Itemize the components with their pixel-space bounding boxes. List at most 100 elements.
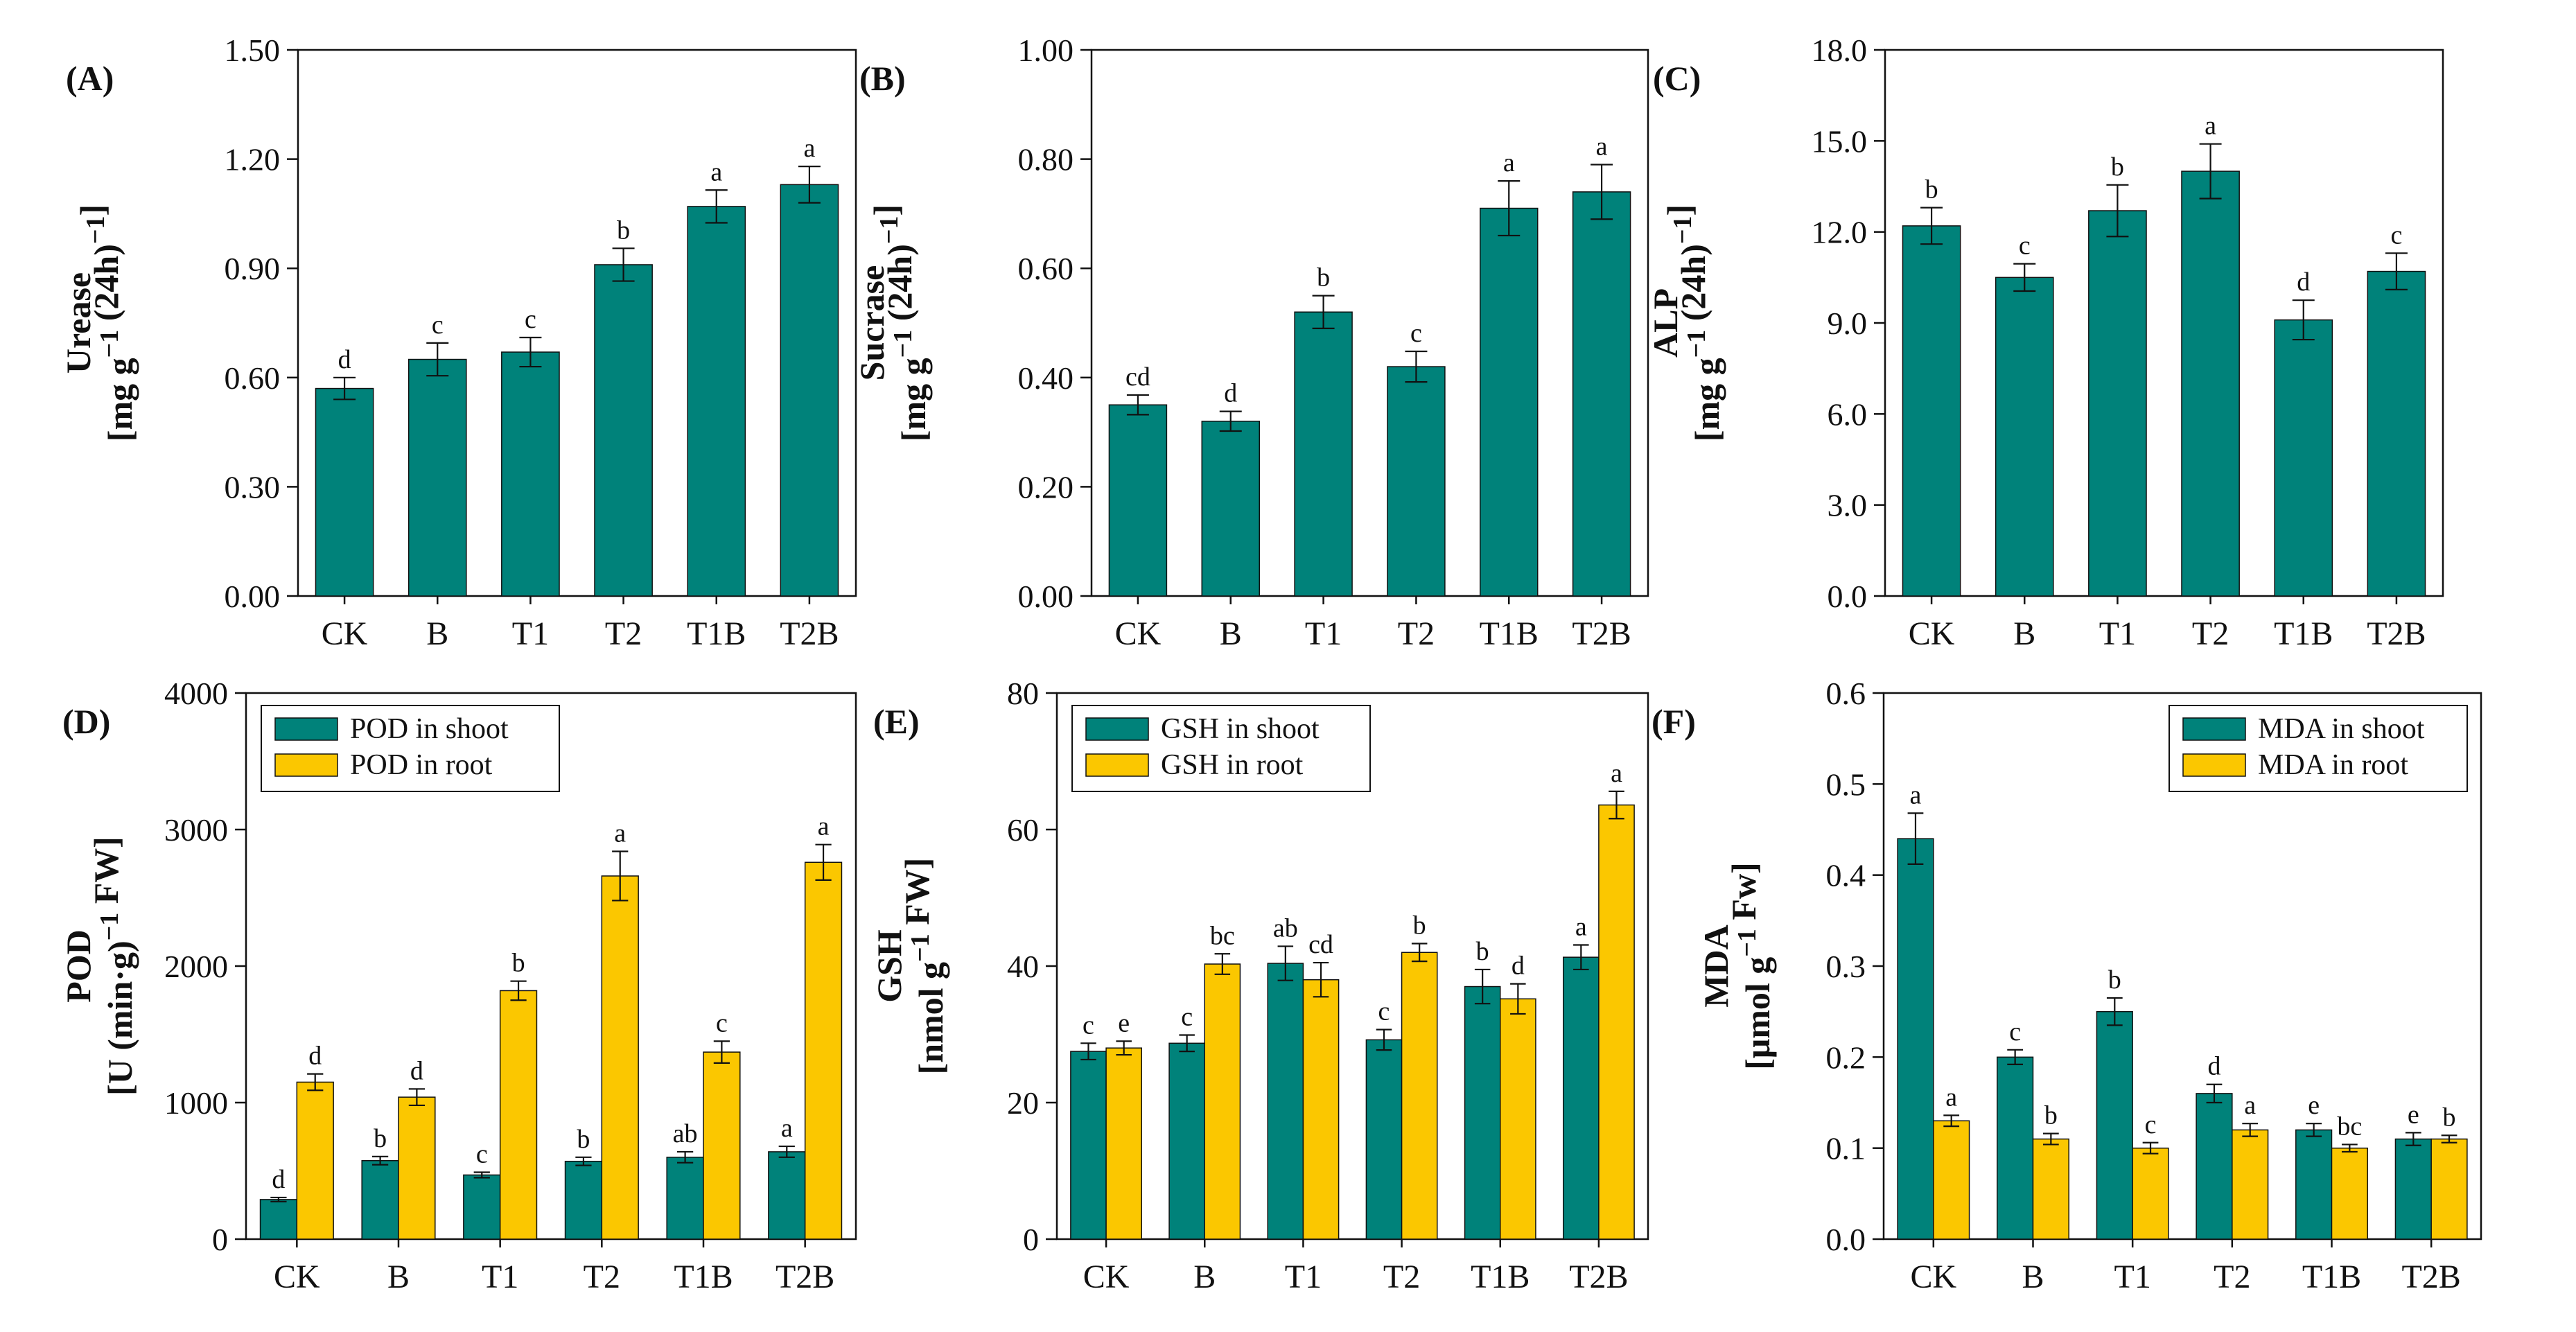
y-tick-label: 0.60 [225,360,281,396]
significance-letter: d [272,1165,285,1194]
bar-shoot [2274,319,2333,597]
significance-letter: bc [2337,1112,2362,1141]
chart-panel-a: 0.00 0.30 0.60 0.90 1.20 1.50 CK B T1 T2 T1B T2B d c c… [59,33,857,652]
significance-letter: d [338,345,351,374]
panel-label: (E) [873,702,920,741]
legend-label: POD in root [350,749,493,781]
x-tick-label: T2B [1572,615,1631,652]
x-tick-label: T1B [2302,1259,2361,1295]
bar-shoot [564,1160,603,1240]
x-tick-label: T1 [1305,615,1342,652]
significance-letter: b [2443,1103,2456,1132]
bar-shoot [780,184,839,597]
bar-shoot [315,387,374,597]
significance-letter: a [803,134,815,163]
y-axis-units-part: Fw] [1724,862,1763,929]
legend-swatch-shoot [2182,717,2246,741]
y-tick-label: 1.20 [225,142,281,177]
bar-shoot [1070,1051,1107,1240]
bar-shoot [1562,956,1600,1240]
y-tick-label: 1000 [164,1085,228,1121]
y-axis-units: [mg g−1 (24h)−1] [1660,204,1726,441]
x-tick-label: CK [1115,615,1162,652]
bar-shoot [2096,1010,2133,1240]
bar-shoot [594,264,653,597]
legend-label: POD in shoot [350,713,509,745]
significance-letter: b [1317,263,1330,292]
significance-letter: a [1596,132,1608,161]
x-tick-label: T1B [2274,615,2333,652]
y-tick-label: 6.0 [1828,396,1868,432]
x-tick-label: CK [274,1259,320,1295]
y-tick-label: 0.40 [1018,360,1074,396]
significance-letter: b [1476,937,1489,966]
y-axis-units-part: [μmol g [1738,957,1777,1070]
panel-label: (D) [62,702,110,741]
y-tick-label: 0.0 [1826,1222,1866,1257]
chart-panel-b: 0.00 0.20 0.40 0.60 0.80 1.00 CK B T1 T2 T1B T2B cd d… [852,33,1649,652]
x-tick-label: CK [1083,1259,1130,1295]
x-tick-label: T1B [687,615,746,652]
bar-root [296,1081,334,1240]
significance-letter: c [525,305,536,334]
significance-letter: cd [1308,930,1333,959]
legend-label: GSH in shoot [1161,713,1320,745]
bar-shoot [1480,207,1539,597]
x-tick-label: T2 [2214,1259,2250,1295]
legend-swatch-root [274,753,338,777]
y-axis-title: ALP [1646,288,1685,358]
bar-shoot [1365,1039,1403,1240]
y-axis-units: [U (min·g)−1 FW] [87,836,139,1096]
significance-letter: d [308,1042,322,1071]
x-tick-label: T1 [1285,1259,1322,1295]
x-tick-label: B [1220,615,1242,652]
bar-shoot [2088,210,2147,597]
y-tick-label: 12.0 [1812,215,1868,250]
legend-label: MDA in shoot [2258,713,2425,745]
y-tick-label: 2000 [164,949,228,984]
y-tick-label: 0.0 [1828,579,1868,614]
bar-root [2430,1138,2468,1240]
y-axis-units-part: [mg g [1688,358,1726,441]
y-tick-label: 0 [1023,1222,1039,1257]
y-axis-units-part: −1 [888,330,918,358]
bar-root [1204,963,1241,1240]
y-axis-units-part: (24h) [1674,244,1712,330]
y-tick-label: 0 [212,1222,228,1257]
x-tick-label: B [387,1259,410,1295]
significance-letter: a [1575,912,1587,941]
bar-shoot [1464,985,1501,1240]
y-tick-label: 0.6 [1826,676,1866,711]
significance-letter: a [2205,112,2216,141]
significance-letter: b [1413,911,1426,940]
y-tick-label: 0.3 [1826,949,1866,984]
y-tick-label: 9.0 [1828,306,1868,341]
bar-root [1598,804,1635,1240]
bar-root [2132,1147,2169,1240]
bar-shoot [361,1159,399,1240]
x-tick-label: B [2013,615,2035,652]
x-tick-label: B [1193,1259,1216,1295]
y-tick-label: 1.00 [1018,33,1074,68]
legend-label: MDA in root [2258,749,2408,781]
x-tick-label: T1B [674,1259,733,1295]
legend-swatch-shoot [1085,717,1149,741]
y-axis-units: [mg g−1 (24h)−1] [73,204,139,441]
bar-shoot [1267,963,1304,1240]
y-axis-units-part: [U (min·g) [100,940,139,1096]
bar-root [2232,1129,2269,1240]
y-axis-units-part: [nmol g [911,962,950,1075]
y-axis-title: Sucrase [852,265,891,381]
x-tick-label: T1 [2099,615,2136,652]
bar-shoot [408,358,467,597]
chart-panel-f: 0.0 0.1 0.2 0.3 0.4 0.5 0.6 CK B T1 T2 T1B T2B a c b d e e… [1651,676,2482,1295]
significance-letter: d [410,1056,423,1085]
panel-label: (B) [859,59,906,98]
significance-letter: a [1611,759,1622,788]
panel-label: (F) [1651,702,1696,741]
bar-root [1401,952,1438,1240]
x-tick-label: CK [1909,615,1955,652]
bar-root [2331,1147,2368,1240]
y-tick-label: 4000 [164,676,228,711]
